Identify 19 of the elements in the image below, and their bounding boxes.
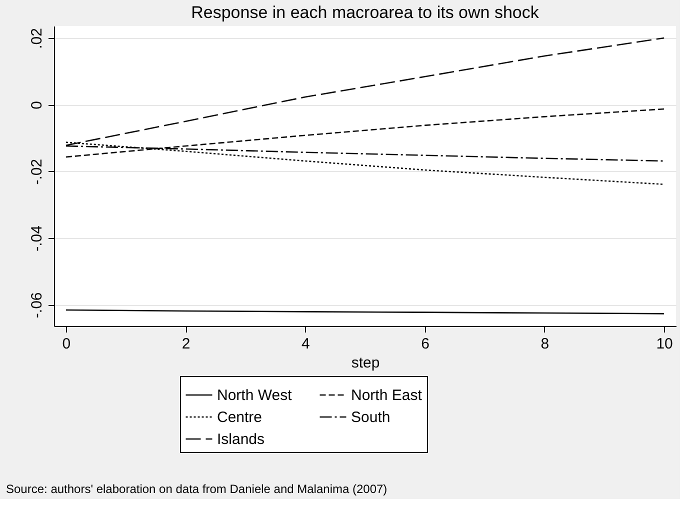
- x-tick-label: 4: [302, 336, 310, 352]
- x-axis-title: step: [351, 354, 380, 372]
- x-tick-label: 0: [62, 336, 71, 352]
- x-tick-label: 2: [182, 336, 190, 352]
- y-tick-label: 0: [28, 100, 46, 110]
- y-tick-label: -.02: [28, 158, 46, 185]
- legend-label: North West: [217, 387, 293, 404]
- legend-label: South: [351, 409, 390, 426]
- x-tick-label: 10: [656, 336, 673, 352]
- legend-label: Centre: [217, 409, 262, 426]
- y-tick-label: -.06: [28, 292, 46, 318]
- legend-label: North East: [351, 387, 423, 404]
- y-tick-label: -.04: [28, 226, 46, 252]
- y-tick-label: .02: [28, 28, 46, 49]
- x-tick-label: 6: [421, 336, 430, 352]
- chart-title: Response in each macroarea to its own shock: [191, 3, 540, 22]
- source-note: Source: authors' elaboration on data from Daniele and Malanima (2007): [6, 482, 388, 496]
- legend-label: Islands: [217, 431, 265, 448]
- x-tick-label: 8: [540, 336, 550, 352]
